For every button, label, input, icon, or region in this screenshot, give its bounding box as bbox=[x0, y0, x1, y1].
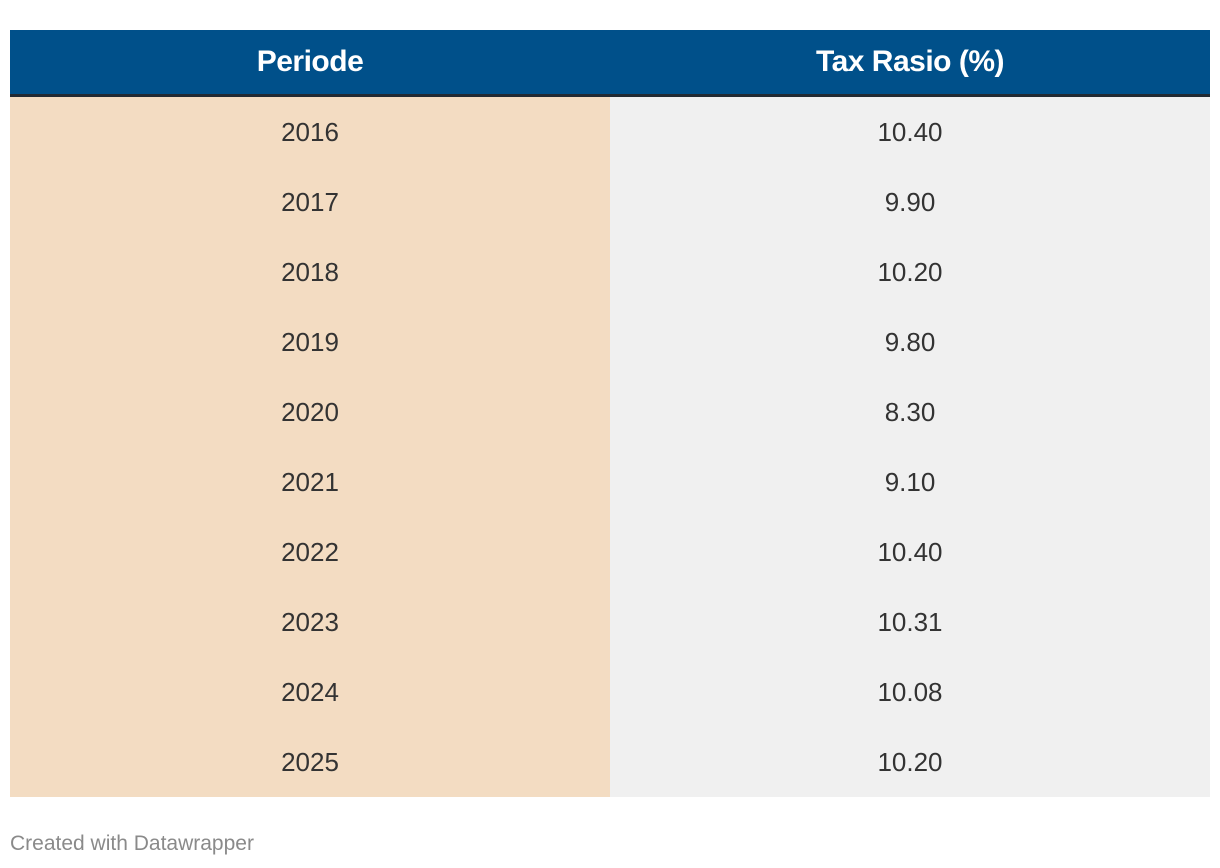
periode-cell: 2021 bbox=[10, 447, 610, 517]
periode-cell: 2018 bbox=[10, 237, 610, 307]
table-row: 2019 9.80 bbox=[10, 307, 1210, 377]
periode-cell: 2024 bbox=[10, 657, 610, 727]
tax-rasio-cell: 10.20 bbox=[610, 237, 1210, 307]
periode-cell: 2025 bbox=[10, 727, 610, 797]
tax-rasio-cell: 10.31 bbox=[610, 587, 1210, 657]
table-row: 2025 10.20 bbox=[10, 727, 1210, 797]
periode-cell: 2016 bbox=[10, 97, 610, 167]
datawrapper-credit: Created with Datawrapper bbox=[10, 832, 254, 855]
table-row: 2022 10.40 bbox=[10, 517, 1210, 587]
tax-rasio-cell: 9.80 bbox=[610, 307, 1210, 377]
table-row: 2017 9.90 bbox=[10, 167, 1210, 237]
column-header-periode: Periode bbox=[256, 45, 364, 78]
table-row: 2020 8.30 bbox=[10, 377, 1210, 447]
tax-rasio-cell: 10.20 bbox=[610, 727, 1210, 797]
table-row: 2021 9.10 bbox=[10, 447, 1210, 517]
tax-rasio-cell: 9.90 bbox=[610, 167, 1210, 237]
periode-cell: 2022 bbox=[10, 517, 610, 587]
tax-rasio-cell: 9.10 bbox=[610, 447, 1210, 517]
periode-cell: 2023 bbox=[10, 587, 610, 657]
periode-cell: 2017 bbox=[10, 167, 610, 237]
table-row: 2024 10.08 bbox=[10, 657, 1210, 727]
tax-rasio-cell: 10.40 bbox=[610, 97, 1210, 167]
tax-rasio-cell: 8.30 bbox=[610, 377, 1210, 447]
periode-cell: 2020 bbox=[10, 377, 610, 447]
table-header: Periode Tax Rasio (%) bbox=[10, 30, 1210, 97]
table-row: 2023 10.31 bbox=[10, 587, 1210, 657]
tax-rasio-cell: 10.40 bbox=[610, 517, 1210, 587]
table-row: 2016 10.40 bbox=[10, 97, 1210, 167]
table-row: 2018 10.20 bbox=[10, 237, 1210, 307]
periode-cell: 2019 bbox=[10, 307, 610, 377]
data-table: Periode Tax Rasio (%) 2016 10.40 2017 9.90 2… bbox=[10, 30, 1210, 797]
column-header-tax-rasio: Tax Rasio (%) bbox=[816, 45, 1005, 78]
tax-rasio-cell: 10.08 bbox=[610, 657, 1210, 727]
table-body: 2016 10.40 2017 9.90 2018 10.20 2019 9.80 2020 8.… bbox=[10, 97, 1210, 797]
